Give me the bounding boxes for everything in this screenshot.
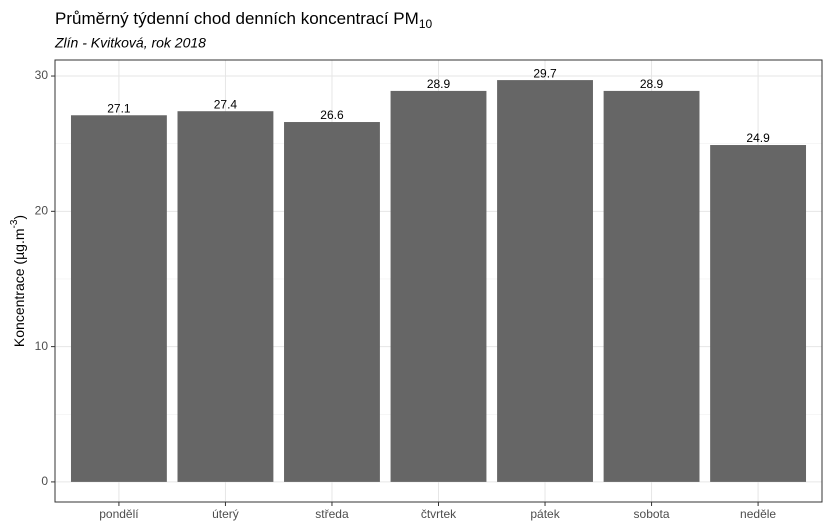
bar (70, 115, 167, 482)
bar (284, 122, 380, 482)
y-tick-label: 10 (35, 339, 49, 353)
chart-title: Průměrný týdenní chod denních koncentrac… (55, 9, 432, 31)
bar (390, 90, 487, 482)
value-label: 27.4 (214, 97, 238, 111)
x-tick-label: pátek (530, 507, 560, 521)
chart-subtitle: Zlín - Kvitková, rok 2018 (54, 35, 206, 51)
x-tick-label: sobota (634, 507, 670, 521)
y-tick-label: 0 (41, 474, 48, 488)
value-label: 28.9 (640, 77, 664, 91)
value-label: 24.9 (746, 131, 770, 145)
bar (710, 145, 807, 482)
x-tick-label: úterý (212, 507, 239, 521)
y-tick-label: 30 (35, 68, 49, 82)
bar (603, 90, 700, 482)
value-label: 27.1 (107, 101, 131, 115)
x-tick-label: pondělí (99, 507, 139, 521)
bar (497, 80, 593, 482)
x-tick-label: čtvrtek (421, 507, 457, 521)
panel-border (54, 59, 823, 503)
bar (177, 111, 274, 482)
value-label: 28.9 (427, 77, 451, 91)
y-tick-label: 20 (35, 203, 49, 217)
value-label: 29.7 (533, 66, 557, 80)
y-axis-label: Koncentrace (µg.m-3) (9, 215, 27, 347)
x-tick-label: středa (315, 507, 349, 521)
x-tick-label: neděle (740, 507, 776, 521)
value-label: 26.6 (320, 108, 344, 122)
